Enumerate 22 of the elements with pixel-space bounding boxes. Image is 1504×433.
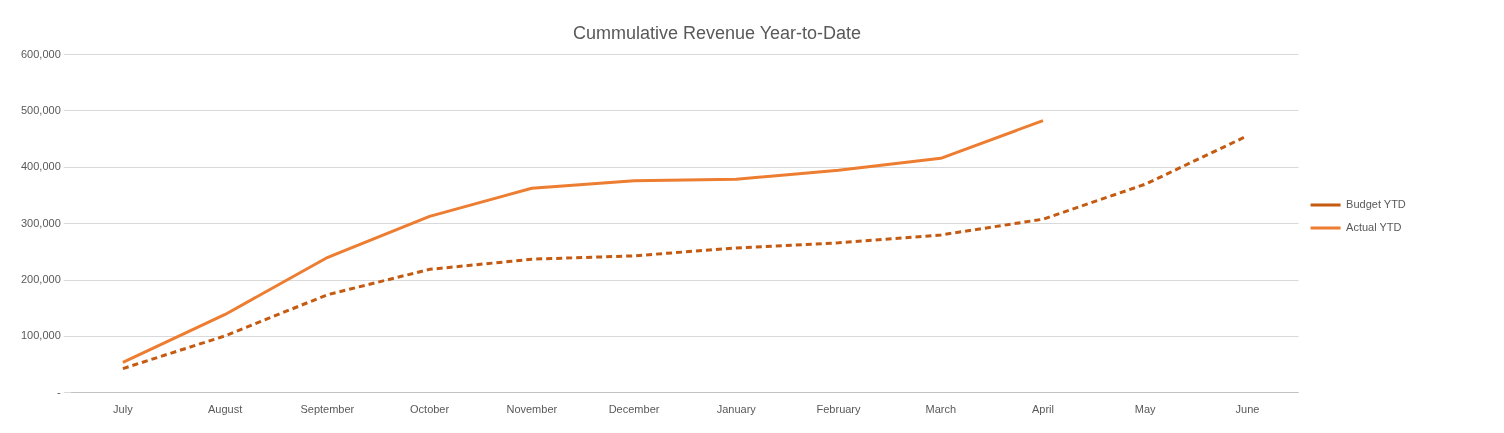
y-tick-label: 100,000 (21, 329, 61, 342)
x-tick-label: August (207, 403, 243, 416)
x-tick-label: September (300, 403, 355, 416)
x-tick-label: March (925, 403, 957, 416)
x-tick-label: December (608, 403, 660, 416)
x-tick-label: April (1031, 403, 1054, 416)
x-tick-label: June (1235, 403, 1260, 416)
y-tick-label: 400,000 (21, 160, 61, 173)
y-tick-label: 500,000 (21, 104, 61, 116)
x-tick-label: July (113, 403, 134, 416)
y-tick-label: 200,000 (21, 273, 61, 286)
x-tick-label: January (716, 403, 757, 416)
x-tick-label: October (410, 403, 450, 416)
chart-title: Cummulative Revenue Year-to-Date (572, 22, 862, 43)
y-tick-label: - (57, 385, 62, 398)
y-tick-label: 300,000 (21, 216, 61, 229)
x-tick-label: February (816, 403, 862, 416)
legend-label: Actual YTD (1346, 221, 1402, 234)
x-tick-label: November (506, 403, 558, 416)
legend-label: Budget YTD (1346, 198, 1406, 211)
y-tick-label: 600,000 (21, 47, 61, 60)
x-tick-label: May (1134, 403, 1157, 416)
